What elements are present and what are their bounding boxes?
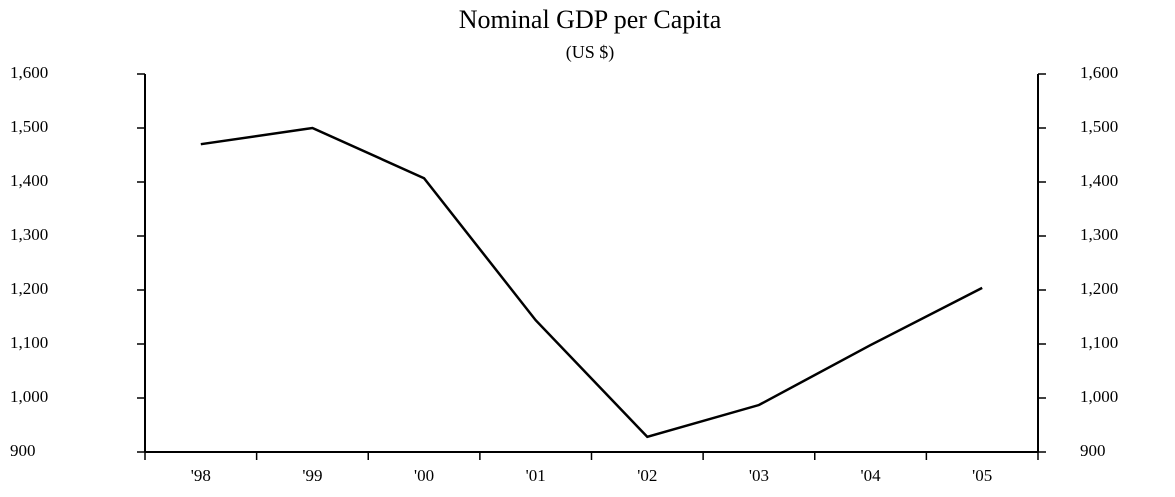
x-tick-label: '05	[972, 466, 992, 485]
y-tick-label: 1,200	[10, 279, 48, 298]
y-tick-label: 1,000	[10, 387, 48, 406]
x-tick-label: '98	[191, 466, 211, 485]
y2-tick-label: 1,400	[1080, 171, 1118, 190]
y2-tick-label: 1,100	[1080, 333, 1118, 352]
data-line	[200, 126, 983, 439]
y-tick-label: 1,600	[10, 63, 48, 82]
y-tick-label: 1,500	[10, 117, 48, 136]
y2-tick-label: 1,500	[1080, 117, 1118, 136]
y-tick-label: 1,100	[10, 333, 48, 352]
y2-tick-label: 1,000	[1080, 387, 1118, 406]
x-tick-label: '01	[526, 466, 546, 485]
x-tick-label: '02	[637, 466, 657, 485]
y2-tick-label: 1,600	[1080, 63, 1118, 82]
y2-tick-label: 1,200	[1080, 279, 1118, 298]
y-tick-label: 1,400	[10, 171, 48, 190]
y2-tick-label: 900	[1080, 441, 1106, 460]
x-tick-label: '99	[302, 466, 322, 485]
chart-subtitle: (US $)	[566, 42, 615, 63]
y-tick-label: 900	[10, 441, 36, 460]
x-tick-label: '04	[861, 466, 882, 485]
y-tick-label: 1,300	[10, 225, 48, 244]
chart-title: Nominal GDP per Capita	[459, 5, 722, 34]
x-tick-label: '03	[749, 466, 769, 485]
y2-tick-label: 1,300	[1080, 225, 1118, 244]
x-tick-label: '00	[414, 466, 434, 485]
